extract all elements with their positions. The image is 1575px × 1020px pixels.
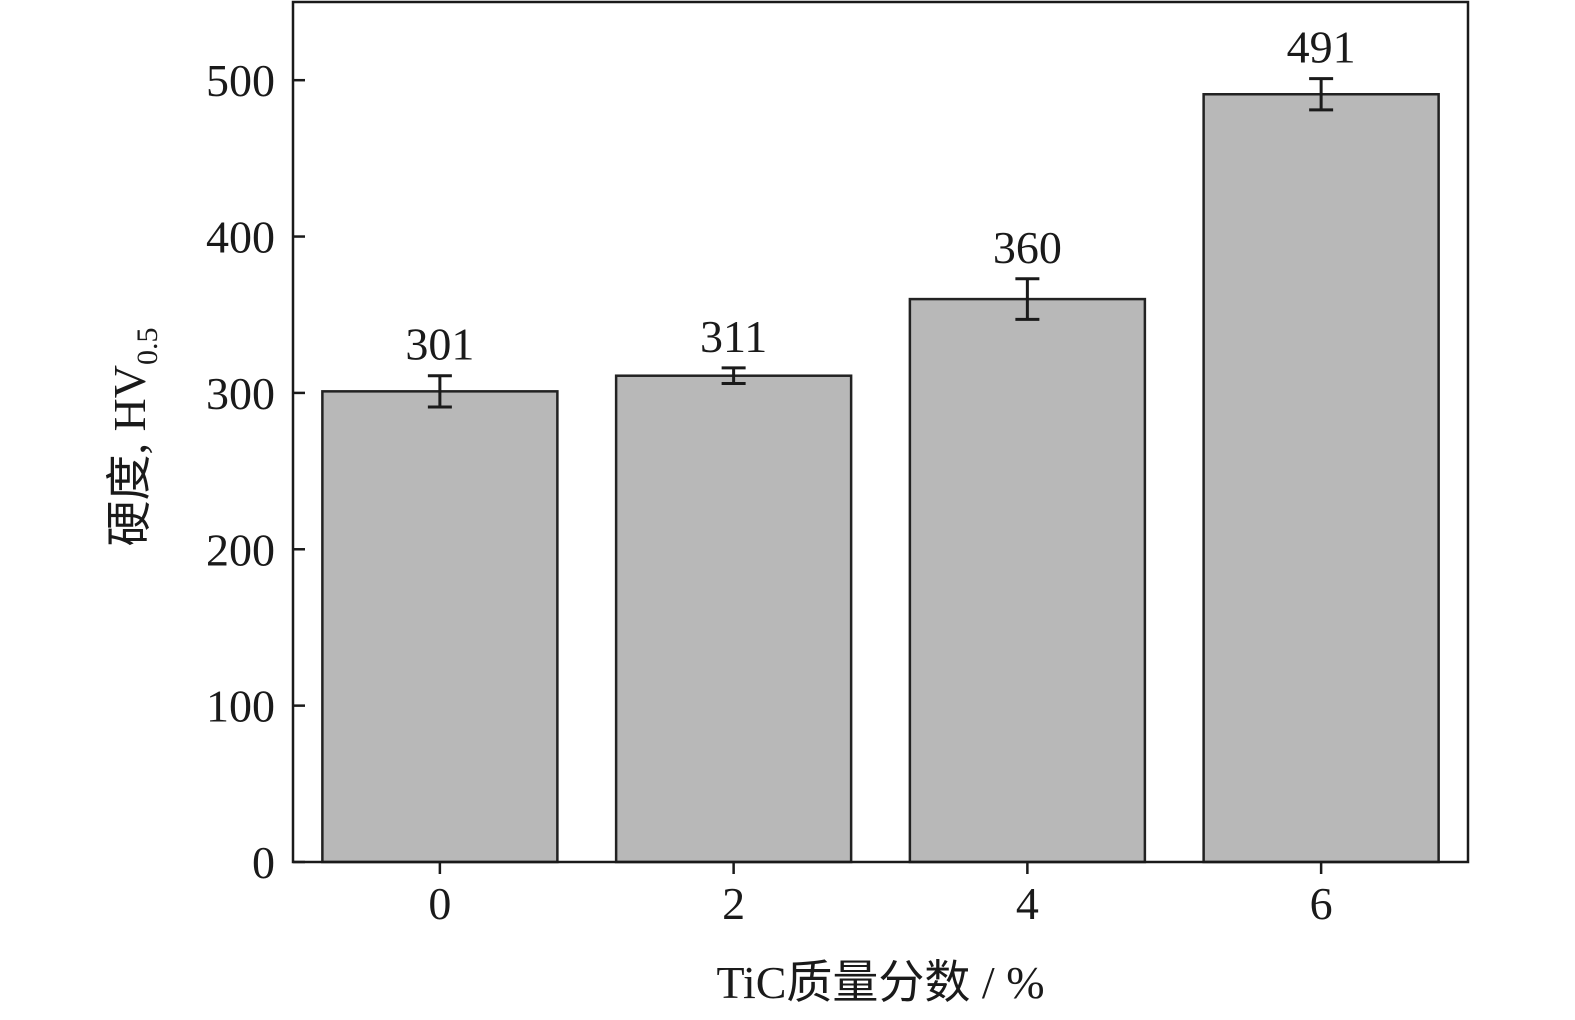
- bar-2: [614, 374, 853, 864]
- bar-4: [908, 297, 1147, 864]
- error-bars-group: [427, 77, 1334, 409]
- y-tick-label-0: 0: [252, 837, 275, 888]
- error-bar-0: [427, 374, 452, 409]
- x-tick-label-6: 6: [1310, 878, 1333, 929]
- x-tick-label-4: 4: [1016, 878, 1039, 929]
- y-axis-label-main: 硬度, HV: [104, 365, 155, 546]
- x-axis-label: TiC质量分数 / %: [716, 957, 1044, 1008]
- y-tick-label-100: 100: [206, 681, 275, 732]
- bar-6: [1202, 93, 1440, 864]
- plot-frame: [291, 0, 1470, 864]
- y-axis-ticks: 0 100 200 300 400 500: [206, 55, 305, 888]
- error-bar-4: [1015, 277, 1040, 321]
- y-tick-label-300: 300: [206, 368, 275, 419]
- y-axis-label-subscript: 0.5: [131, 328, 164, 366]
- y-tick-label-400: 400: [206, 212, 275, 263]
- data-label-2: 311: [700, 311, 767, 362]
- x-tick-label-0: 0: [428, 878, 451, 929]
- bar-0: [321, 390, 559, 864]
- data-labels-group: 301 311 360 491: [405, 22, 1355, 370]
- error-bar-6: [1309, 77, 1334, 112]
- x-tick-label-2: 2: [722, 878, 745, 929]
- x-axis-ticks: 0 2 4 6: [428, 862, 1333, 929]
- error-bar-2: [721, 366, 746, 386]
- bars-group: [321, 93, 1440, 864]
- data-label-0: 301: [405, 319, 474, 370]
- data-label-4: 360: [993, 222, 1062, 273]
- data-label-6: 491: [1287, 22, 1356, 73]
- y-tick-label-200: 200: [206, 524, 275, 575]
- y-tick-label-500: 500: [206, 55, 275, 106]
- y-axis-label: 硬度, HV0.5: [104, 328, 164, 547]
